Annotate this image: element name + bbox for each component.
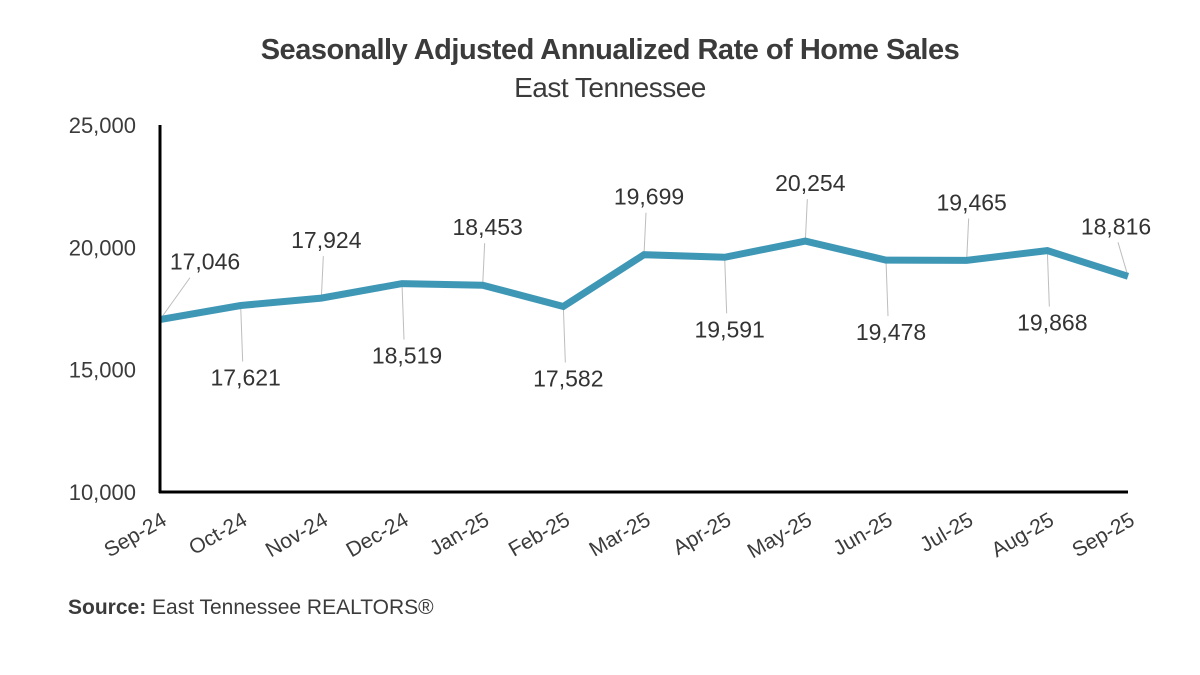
leader-line (159, 277, 191, 320)
leader-line (482, 243, 486, 286)
data-label: 20,254 (775, 170, 846, 196)
data-label: 18,519 (372, 343, 442, 369)
source-text: East Tennessee REALTORS® (152, 596, 434, 619)
y-axis-ticks: 10,000 15,000 20,000 25,000 (69, 113, 136, 505)
data-label: 19,591 (694, 316, 764, 342)
leader-line (885, 260, 889, 317)
data-label: 17,046 (170, 249, 240, 275)
x-tick-label: Apr-25 (669, 508, 735, 559)
x-tick-label: Sep-24 (100, 508, 170, 562)
leader-line (1117, 242, 1129, 277)
y-tick-label: 10,000 (69, 480, 136, 505)
label-leader-lines (159, 199, 1129, 363)
data-label: 18,816 (1081, 213, 1151, 239)
leader-line (724, 257, 728, 314)
x-tick-label: Dec-24 (342, 508, 412, 562)
leader-line (401, 283, 405, 340)
x-tick-label: Nov-24 (262, 508, 332, 562)
data-label: 17,582 (533, 365, 603, 391)
series-line (159, 237, 1130, 324)
x-tick-label: Jan-25 (426, 508, 493, 560)
x-tick-label: Jul-25 (916, 508, 977, 557)
x-tick-label: Jun-25 (829, 508, 896, 560)
data-label: 17,621 (210, 365, 280, 391)
leader-line (1046, 250, 1050, 307)
data-label: 19,699 (614, 184, 684, 210)
data-label: 18,453 (452, 214, 522, 240)
leader-line (643, 212, 647, 255)
data-label: 19,465 (936, 189, 1006, 215)
x-tick-label: Feb-25 (505, 508, 574, 561)
x-tick-label: May-25 (744, 508, 816, 563)
chart-title: Seasonally Adjusted Annualized Rate of H… (260, 34, 960, 66)
source-note: Source: East Tennessee REALTORS® (68, 596, 434, 620)
y-tick-label: 15,000 (69, 358, 136, 383)
x-tick-label: Sep-25 (1068, 508, 1138, 562)
leader-line (966, 218, 970, 261)
x-axis-ticks: Sep-24 Oct-24 Nov-24 Dec-24 Jan-25 Feb-25 Mar-… (100, 508, 1138, 563)
chart-subtitle: East Tennessee (514, 72, 706, 103)
y-tick-label: 20,000 (69, 235, 136, 260)
leader-line (804, 199, 808, 242)
data-label: 19,478 (856, 319, 926, 345)
x-tick-label: Aug-25 (988, 508, 1058, 562)
x-tick-label: Mar-25 (585, 508, 654, 561)
y-tick-label: 25,000 (69, 113, 136, 138)
leader-line (320, 256, 324, 299)
data-label: 17,924 (291, 227, 362, 253)
source-label: Source: (68, 596, 147, 619)
data-label: 19,868 (1017, 310, 1087, 336)
leader-line (240, 305, 244, 362)
x-tick-label: Oct-24 (185, 508, 251, 560)
data-labels: 17,046 17,621 17,924 18,519 18,453 17,582 19,6… (170, 170, 1151, 391)
leader-line (562, 306, 566, 363)
